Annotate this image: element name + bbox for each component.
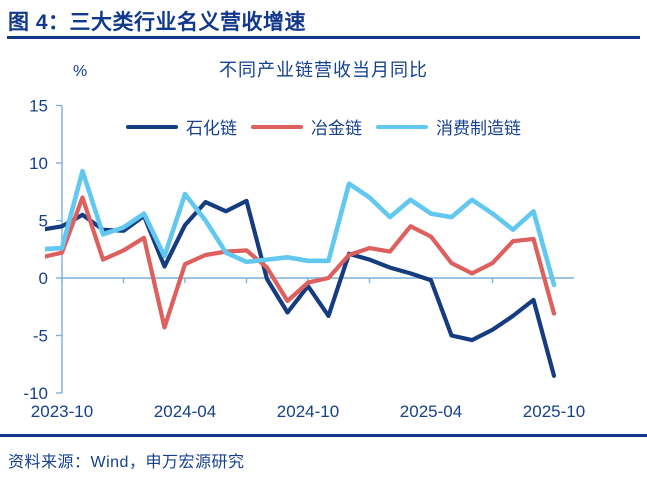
y-tick-label: 5 [39, 212, 48, 231]
legend-line-swatch-metallurgy [251, 124, 303, 129]
legend-item-metallurgy: 冶金链 [251, 114, 362, 139]
legend-line-swatch-petrochemical [126, 124, 178, 129]
header-underline [7, 36, 640, 39]
x-axis-label: 2025-10 [523, 402, 585, 421]
x-axis-label: 2024-04 [154, 402, 216, 421]
series-line-0 [45, 198, 557, 378]
x-axis-label: 2024-10 [277, 402, 339, 421]
legend-label-petrochemical: 石化链 [186, 119, 237, 138]
y-tick-label: 15 [29, 97, 48, 116]
chart-title: 不同产业链营收当月同比 [219, 60, 428, 80]
y-tick-label: -10 [23, 384, 48, 403]
chart-legend: 石化链 冶金链 消费制造链 [0, 114, 647, 139]
legend-line-swatch-consumer [376, 124, 428, 129]
y-tick-label: 10 [29, 154, 48, 173]
y-tick-label: -5 [33, 327, 48, 346]
legend-label-metallurgy: 冶金链 [311, 119, 362, 138]
series-line-1 [45, 195, 557, 330]
y-tick-label: 0 [39, 269, 48, 288]
footer-rule [0, 434, 647, 437]
series-line-2 [45, 168, 557, 288]
x-axis-label: 2023-10 [31, 402, 93, 421]
x-axis-label: 2025-04 [400, 402, 462, 421]
y-axis-unit-label: % [73, 63, 88, 80]
source-note: 资料来源：Wind，申万宏源研究 [8, 454, 245, 471]
legend-label-consumer: 消费制造链 [436, 119, 521, 138]
legend-item-consumer: 消费制造链 [376, 114, 521, 139]
figure-title: 图 4：三大类行业名义营收增速 [8, 11, 307, 34]
legend-item-petrochemical: 石化链 [126, 114, 237, 139]
